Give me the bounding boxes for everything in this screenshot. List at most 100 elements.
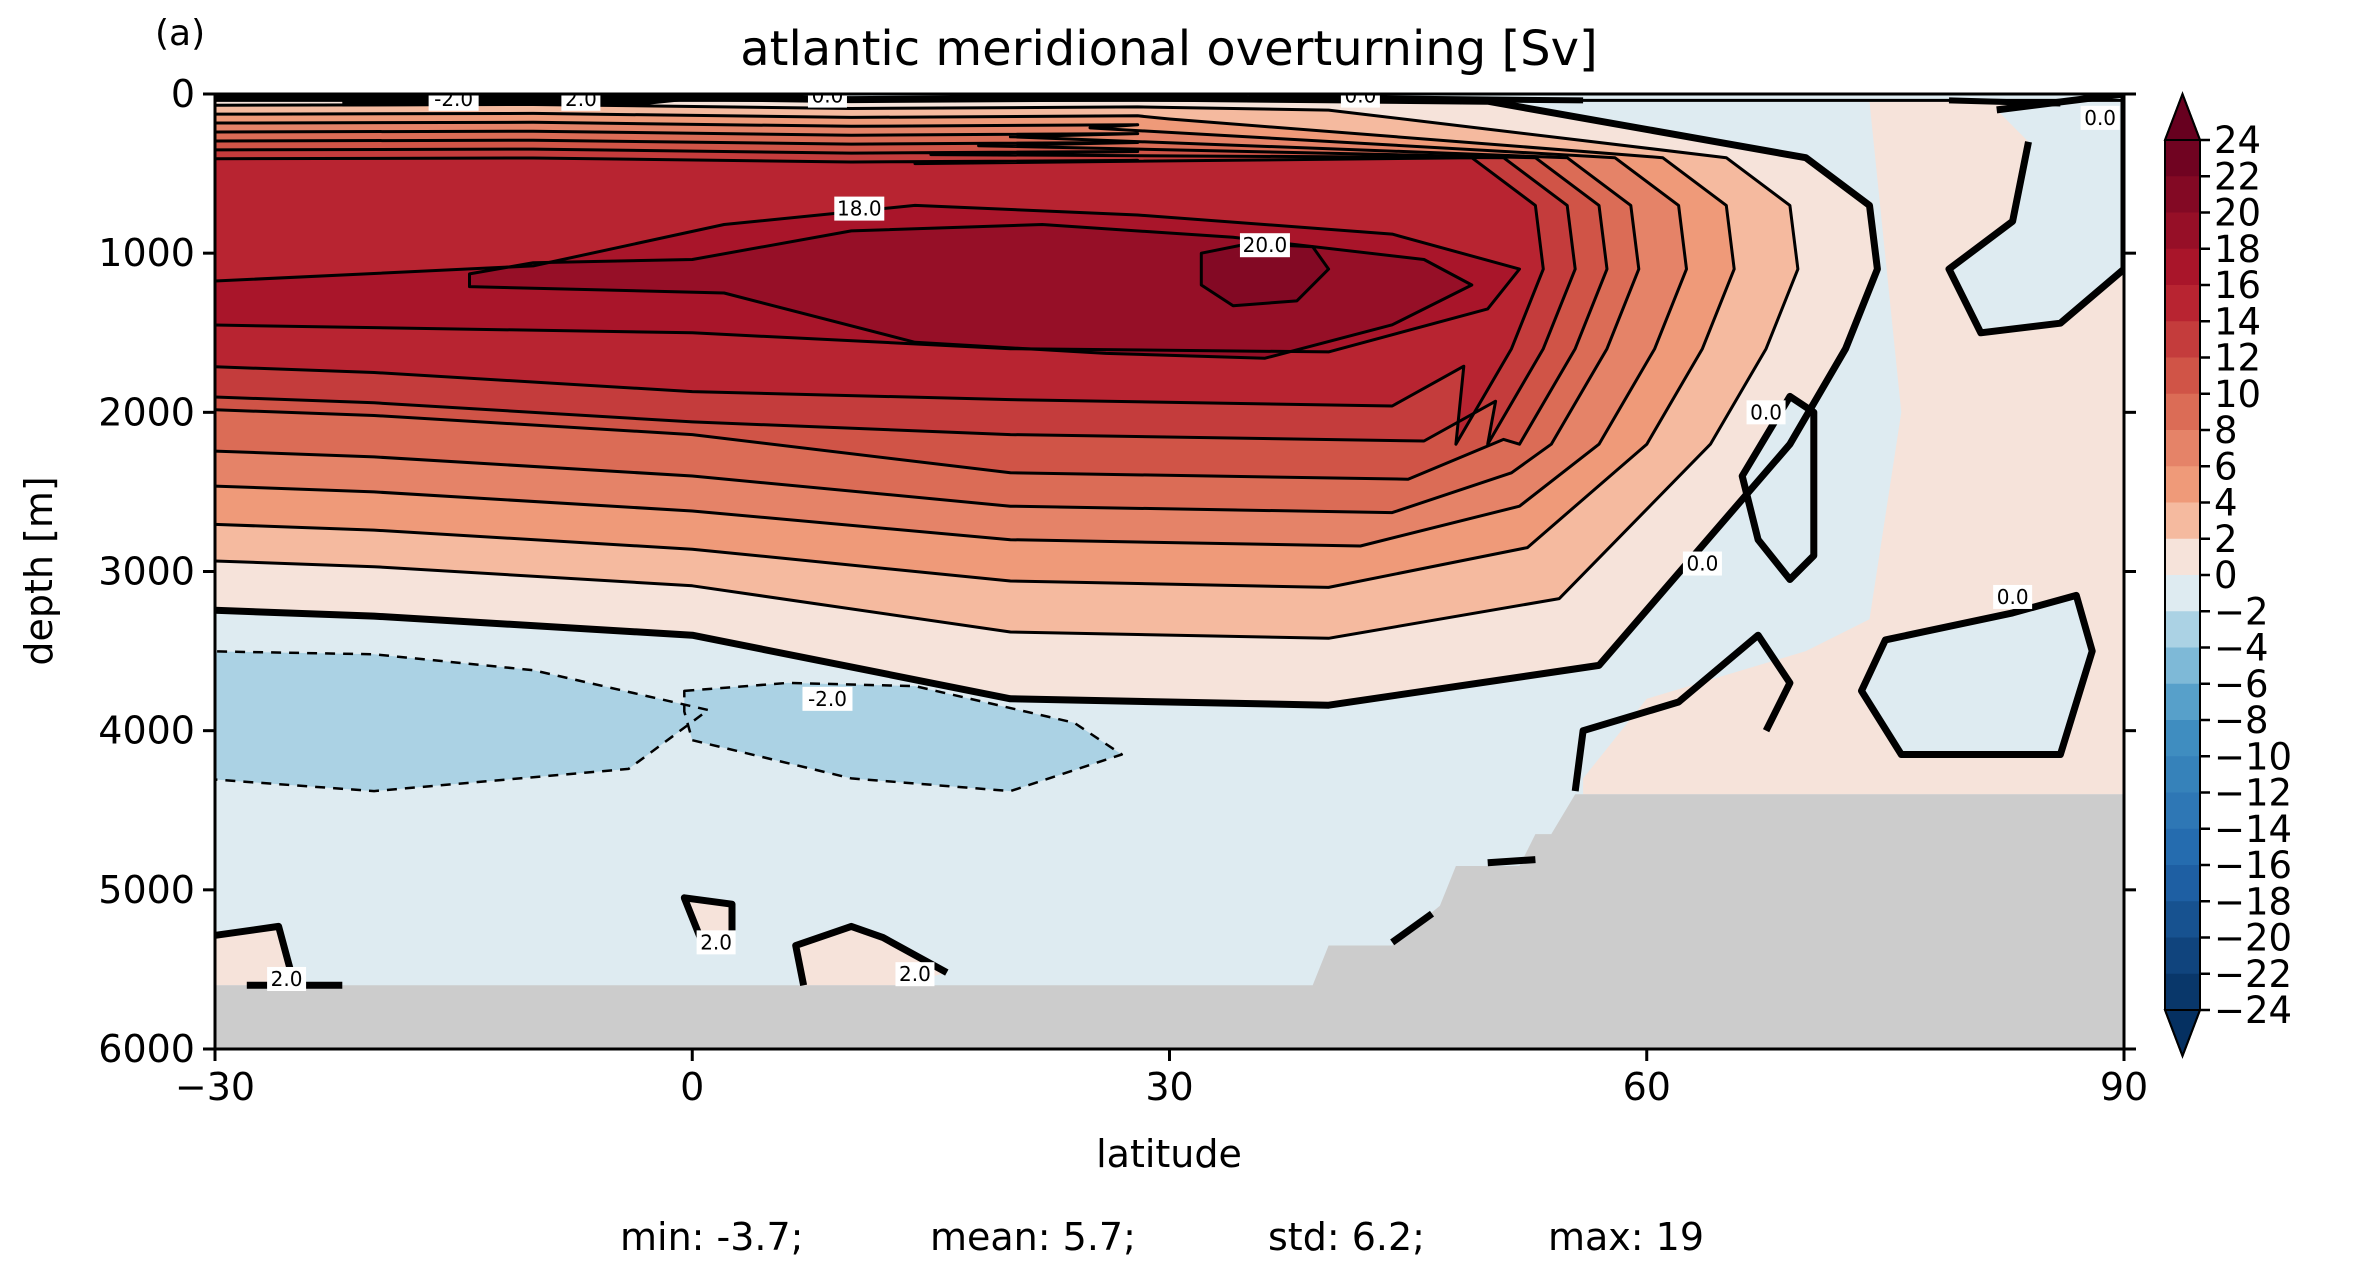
colorbar-tick-label: 2 <box>2214 518 2238 561</box>
colorbar-tick-label: −12 <box>2214 772 2292 815</box>
y-tick-label: 6000 <box>98 1027 195 1071</box>
colorbar-band <box>2165 973 2200 1011</box>
contour-label-bg <box>1746 400 1786 425</box>
contour-label-bg <box>428 94 479 111</box>
colorbar-tick-label: −4 <box>2214 627 2269 670</box>
contour-label: 0.0 <box>1997 585 2029 609</box>
colorbar-band <box>2165 502 2200 540</box>
contour-labels: -2.0 2.0 0.0 0.0 18.0 20.0 0.0 0.0 0.0 0.0 -2.0 2.0… <box>267 84 2120 991</box>
contour-line-neg2-a <box>215 650 710 793</box>
contour-label-bg <box>895 962 935 987</box>
contour-line-zero-floor-b <box>1487 856 1536 867</box>
colorbar-tick-label: −14 <box>2214 808 2292 851</box>
y-tick-label: 3000 <box>98 550 195 594</box>
y-axis: 0 1000 2000 3000 4000 5000 6000 <box>98 72 2136 1071</box>
x-tick-label: 30 <box>1145 1065 1193 1109</box>
colorbar-tick-label: −24 <box>2214 989 2292 1032</box>
colorbar-tick-label: −18 <box>2214 880 2292 923</box>
contour-line-zero-bottom-b <box>792 922 949 986</box>
contour-line-14 <box>215 156 1545 446</box>
stat-std: std: 6.2; <box>1268 1215 1425 1259</box>
colorbar-band <box>2165 647 2200 685</box>
contour-line-zero-island-1 <box>1945 94 2124 337</box>
colorbar-band <box>2165 212 2200 250</box>
colorbar-band <box>2165 393 2200 431</box>
contour-line-8 <box>215 129 1641 515</box>
contour-label: -2.0 <box>808 687 847 711</box>
contour-label-bg <box>2080 105 2120 130</box>
colorbar-band <box>2165 937 2200 975</box>
colorbar-tick-label: −10 <box>2214 735 2292 778</box>
contour-label: -2.0 <box>434 87 473 111</box>
colorbar-tick-label: 14 <box>2214 300 2261 343</box>
contour-label-bg <box>561 94 601 111</box>
colorbar-tick-label: −16 <box>2214 844 2292 887</box>
contour-line-zero-island-3 <box>1858 591 2096 758</box>
stat-max: max: 19 <box>1548 1215 1704 1259</box>
y-tick-label: 0 <box>171 72 195 116</box>
colorbar-tick-label: 18 <box>2214 228 2261 271</box>
contour-label: 0.0 <box>2084 106 2116 130</box>
contour-line-12 <box>215 147 1577 446</box>
colorbar-band <box>2165 285 2200 322</box>
colorbar-band <box>2165 901 2200 939</box>
colorbar-tick-label: 0 <box>2214 554 2238 597</box>
colorbar-band <box>2165 357 2200 395</box>
band--4-a <box>215 651 709 792</box>
contour-line-10 <box>215 138 1609 481</box>
y-tick-label: 4000 <box>98 709 195 753</box>
ocean-floor-mask <box>215 794 2124 1049</box>
contour-label-bg <box>1239 233 1290 258</box>
contour-label: 20.0 <box>1243 233 1288 257</box>
contour-label-bg <box>1682 551 1722 576</box>
colorbar-band <box>2165 538 2200 576</box>
contour-label-bg <box>802 686 853 711</box>
band-20 <box>1201 243 1329 306</box>
colorbar-band <box>2165 321 2200 359</box>
colorbar-tick-label: −6 <box>2214 663 2269 706</box>
colorbar-band <box>2165 683 2200 721</box>
colorbar-tick-label: 6 <box>2214 445 2238 488</box>
colorbar-tick-label: −22 <box>2214 953 2292 996</box>
colorbar-extend-min <box>2163 1009 2202 1059</box>
contour-label: 0.0 <box>1687 552 1719 576</box>
contour-label-bg <box>1340 94 1380 108</box>
colorbar: 242220181614121086420−2−4−6−8−10−12−14−1… <box>2163 91 2292 1059</box>
colorbar-band <box>2165 756 2200 794</box>
colorbar-band <box>2165 575 2200 612</box>
contour-label-bg <box>267 966 307 991</box>
contour-label-bg <box>834 196 885 221</box>
band-0-patch-a <box>684 897 732 938</box>
band--4-b <box>684 682 1122 792</box>
contour-label: 18.0 <box>837 197 882 221</box>
plot-area: -2.0 2.0 0.0 0.0 18.0 20.0 0.0 0.0 0.0 0.0 -2.0 2.0… <box>215 84 2124 1049</box>
colorbar-band <box>2165 611 2200 649</box>
contour-line-2 <box>215 103 1800 640</box>
y-axis-label: depth [m] <box>17 476 61 665</box>
colorbar-tick-label: 4 <box>2214 482 2238 525</box>
colorbar-band <box>2165 828 2200 866</box>
contour-label: 2.0 <box>565 87 597 111</box>
panel-label: (a) <box>155 13 205 54</box>
contour-line-zero-bottom-a <box>680 894 736 939</box>
colorbar-band <box>2165 430 2200 467</box>
contour-line-zero-island-2 <box>1738 392 1818 583</box>
x-tick-label: −30 <box>175 1065 255 1109</box>
contour-line-zero-floor-a <box>1390 910 1435 946</box>
contour-line-surface-zero-b <box>1248 94 1584 104</box>
contour-label-bg <box>696 930 736 955</box>
colorbar-tick-label: 10 <box>2214 373 2261 416</box>
contour-label-bg <box>1993 584 2033 609</box>
contour-line-surface-zero-c <box>1948 97 2061 107</box>
contour-label: 2.0 <box>700 930 732 954</box>
contour-label: 0.0 <box>1344 84 1376 108</box>
y-tick-label: 1000 <box>98 231 195 275</box>
y-tick-label: 5000 <box>98 868 195 912</box>
colorbar-tick-label: −20 <box>2214 917 2292 960</box>
contour-line-zero-bottom-c <box>215 922 298 987</box>
contour-label: 2.0 <box>899 962 931 986</box>
colorbar-tick-label: 16 <box>2214 264 2261 307</box>
contour-label: 0.0 <box>1750 400 1782 424</box>
contour-label-bg <box>807 94 847 108</box>
